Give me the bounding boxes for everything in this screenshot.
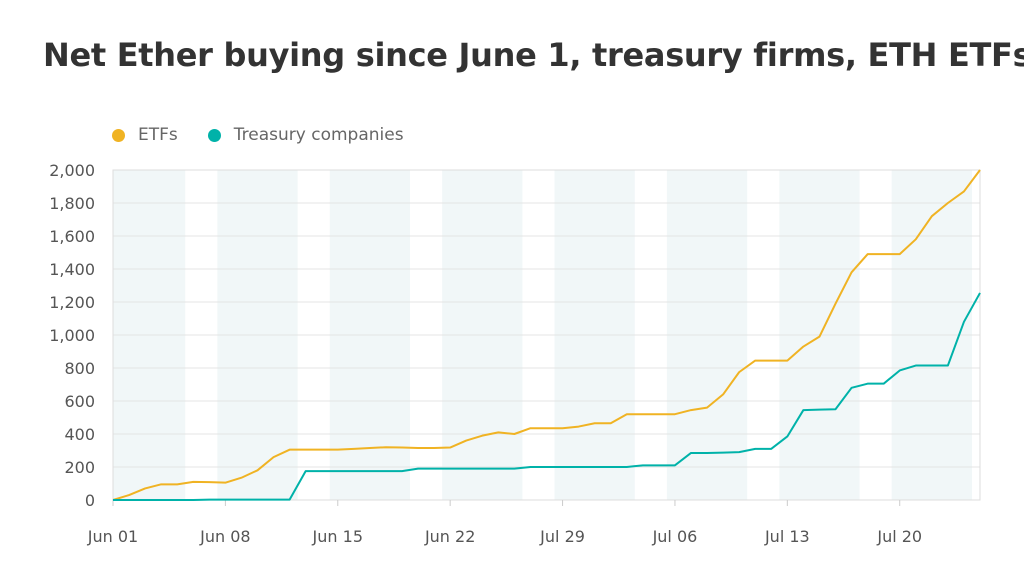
legend-label-etfs: ETFs xyxy=(138,125,178,145)
chart-title: Net Ether buying since June 1, treasury … xyxy=(43,36,1024,74)
y-tick-label: 800 xyxy=(64,359,95,378)
y-tick-label: 1,400 xyxy=(49,260,95,279)
legend-label-treasury: Treasury companies xyxy=(233,125,404,145)
legend-item-etfs[interactable]: ETFs xyxy=(112,125,178,145)
x-tick-label: Jun 22 xyxy=(424,527,475,546)
series-lines xyxy=(112,169,981,501)
legend-swatch-treasury xyxy=(207,128,221,142)
y-tick-label: 400 xyxy=(64,425,95,444)
y-tick-label: 600 xyxy=(64,392,95,411)
y-tick-label: 0 xyxy=(85,491,95,510)
x-tick-label: Jul 06 xyxy=(652,527,698,546)
series-line-treasury-companies[interactable] xyxy=(113,292,981,501)
chart-legend: ETFs Treasury companies xyxy=(112,125,434,145)
series-line-etfs[interactable] xyxy=(112,169,981,501)
x-axis: Jun 01 Jun 08 Jun 15 Jun 22 Jul 29 Jul 06 Jul … xyxy=(87,500,922,546)
x-tick-label: Jul 29 xyxy=(539,527,585,546)
y-tick-label: 1,800 xyxy=(49,194,95,213)
y-tick-label: 1,200 xyxy=(49,293,95,312)
x-tick-label: Jun 08 xyxy=(199,527,250,546)
x-tick-label: Jun 01 xyxy=(87,527,138,546)
legend-swatch-etfs xyxy=(112,128,125,142)
x-tick-label: Jun 15 xyxy=(312,527,363,546)
y-tick-label: 200 xyxy=(64,458,95,477)
y-tick-label: 2,000 xyxy=(49,161,95,180)
plot-border xyxy=(112,169,981,501)
gridlines xyxy=(112,169,981,501)
y-tick-label: 1,000 xyxy=(49,326,95,345)
legend-item-treasury[interactable]: Treasury companies xyxy=(207,125,404,145)
x-tick-label: Jul 13 xyxy=(764,527,810,546)
x-tick-label: Jul 20 xyxy=(876,527,922,546)
y-axis: 0 200 400 600 800 1,000 1,200 1,400 1,600 1,800 2,… xyxy=(49,161,95,510)
y-tick-label: 1,600 xyxy=(49,227,95,246)
